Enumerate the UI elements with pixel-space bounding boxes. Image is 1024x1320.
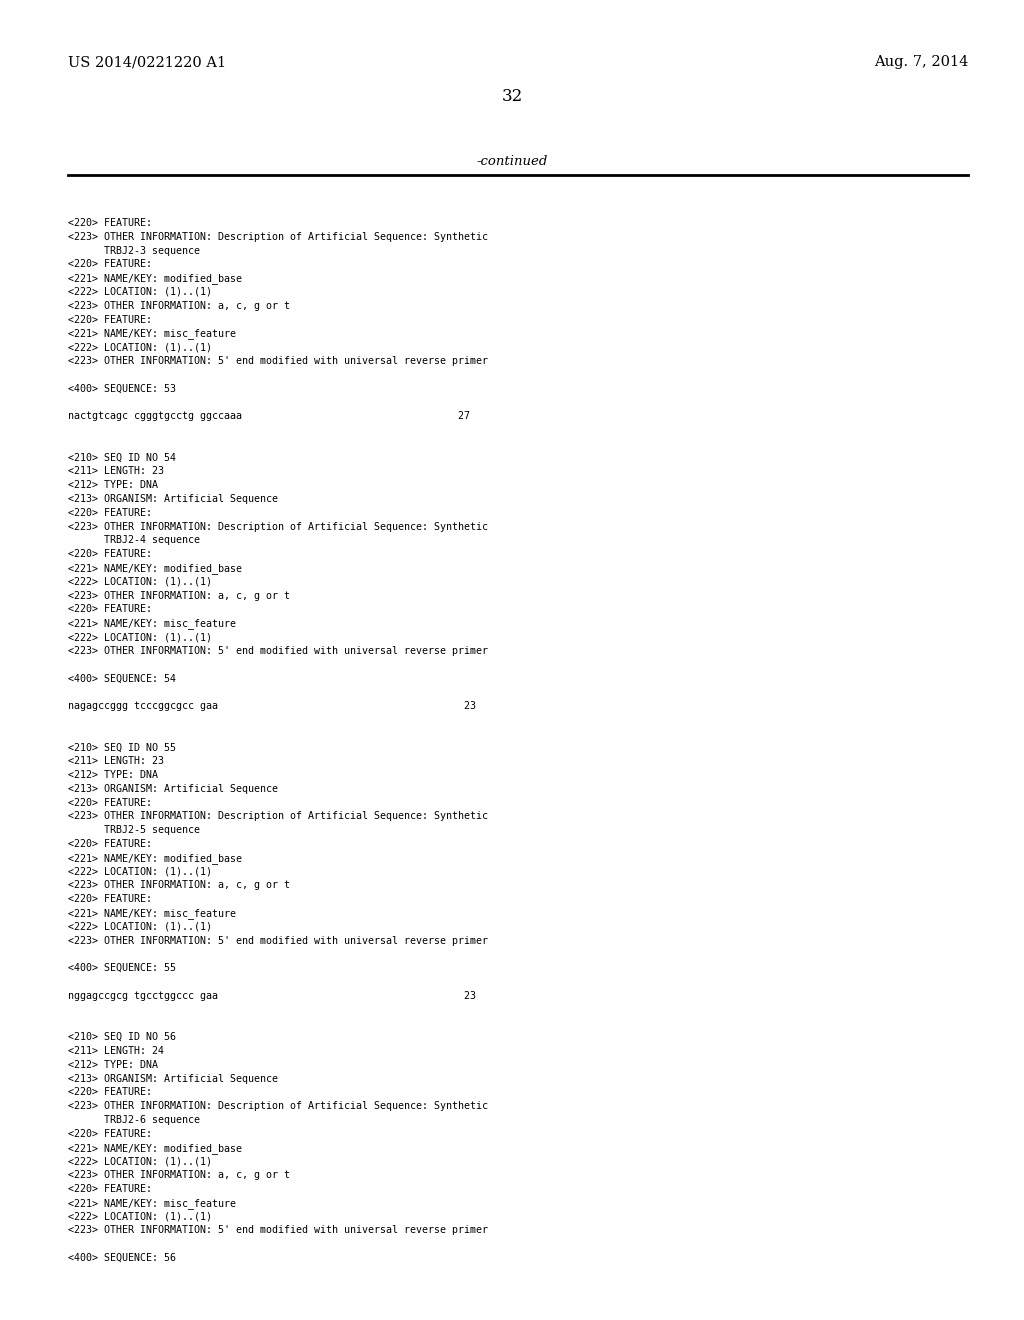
Text: TRBJ2-4 sequence: TRBJ2-4 sequence	[68, 536, 200, 545]
Text: TRBJ2-6 sequence: TRBJ2-6 sequence	[68, 1115, 200, 1125]
Text: 32: 32	[502, 88, 522, 106]
Text: <220> FEATURE:: <220> FEATURE:	[68, 894, 152, 904]
Text: <223> OTHER INFORMATION: 5' end modified with universal reverse primer: <223> OTHER INFORMATION: 5' end modified…	[68, 645, 488, 656]
Text: <222> LOCATION: (1)..(1): <222> LOCATION: (1)..(1)	[68, 286, 212, 297]
Text: <220> FEATURE:: <220> FEATURE:	[68, 508, 152, 517]
Text: <211> LENGTH: 24: <211> LENGTH: 24	[68, 1045, 164, 1056]
Text: -continued: -continued	[476, 154, 548, 168]
Text: <220> FEATURE:: <220> FEATURE:	[68, 218, 152, 228]
Text: <213> ORGANISM: Artificial Sequence: <213> ORGANISM: Artificial Sequence	[68, 1073, 278, 1084]
Text: <220> FEATURE:: <220> FEATURE:	[68, 797, 152, 808]
Text: <221> NAME/KEY: misc_feature: <221> NAME/KEY: misc_feature	[68, 1197, 236, 1209]
Text: <223> OTHER INFORMATION: a, c, g or t: <223> OTHER INFORMATION: a, c, g or t	[68, 880, 290, 891]
Text: <213> ORGANISM: Artificial Sequence: <213> ORGANISM: Artificial Sequence	[68, 494, 278, 504]
Text: <223> OTHER INFORMATION: 5' end modified with universal reverse primer: <223> OTHER INFORMATION: 5' end modified…	[68, 356, 488, 366]
Text: <222> LOCATION: (1)..(1): <222> LOCATION: (1)..(1)	[68, 1212, 212, 1221]
Text: <221> NAME/KEY: modified_base: <221> NAME/KEY: modified_base	[68, 853, 242, 863]
Text: <212> TYPE: DNA: <212> TYPE: DNA	[68, 770, 158, 780]
Text: <221> NAME/KEY: misc_feature: <221> NAME/KEY: misc_feature	[68, 329, 236, 339]
Text: nactgtcagc cgggtgcctg ggccaaa                                    27: nactgtcagc cgggtgcctg ggccaaa 27	[68, 412, 470, 421]
Text: <223> OTHER INFORMATION: a, c, g or t: <223> OTHER INFORMATION: a, c, g or t	[68, 301, 290, 310]
Text: <223> OTHER INFORMATION: Description of Artificial Sequence: Synthetic: <223> OTHER INFORMATION: Description of …	[68, 812, 488, 821]
Text: <221> NAME/KEY: misc_feature: <221> NAME/KEY: misc_feature	[68, 908, 236, 919]
Text: <220> FEATURE:: <220> FEATURE:	[68, 314, 152, 325]
Text: <223> OTHER INFORMATION: Description of Artificial Sequence: Synthetic: <223> OTHER INFORMATION: Description of …	[68, 232, 488, 242]
Text: <220> FEATURE:: <220> FEATURE:	[68, 1129, 152, 1139]
Text: nggagccgcg tgcctggccc gaa                                         23: nggagccgcg tgcctggccc gaa 23	[68, 991, 476, 1001]
Text: <221> NAME/KEY: modified_base: <221> NAME/KEY: modified_base	[68, 273, 242, 284]
Text: <220> FEATURE:: <220> FEATURE:	[68, 605, 152, 614]
Text: <400> SEQUENCE: 55: <400> SEQUENCE: 55	[68, 964, 176, 973]
Text: Aug. 7, 2014: Aug. 7, 2014	[873, 55, 968, 69]
Text: <210> SEQ ID NO 56: <210> SEQ ID NO 56	[68, 1032, 176, 1043]
Text: <220> FEATURE:: <220> FEATURE:	[68, 549, 152, 560]
Text: <212> TYPE: DNA: <212> TYPE: DNA	[68, 1060, 158, 1069]
Text: <223> OTHER INFORMATION: Description of Artificial Sequence: Synthetic: <223> OTHER INFORMATION: Description of …	[68, 521, 488, 532]
Text: <210> SEQ ID NO 54: <210> SEQ ID NO 54	[68, 453, 176, 462]
Text: <211> LENGTH: 23: <211> LENGTH: 23	[68, 756, 164, 766]
Text: <400> SEQUENCE: 54: <400> SEQUENCE: 54	[68, 673, 176, 684]
Text: <223> OTHER INFORMATION: a, c, g or t: <223> OTHER INFORMATION: a, c, g or t	[68, 1171, 290, 1180]
Text: <212> TYPE: DNA: <212> TYPE: DNA	[68, 480, 158, 490]
Text: <222> LOCATION: (1)..(1): <222> LOCATION: (1)..(1)	[68, 921, 212, 932]
Text: <221> NAME/KEY: misc_feature: <221> NAME/KEY: misc_feature	[68, 618, 236, 630]
Text: <220> FEATURE:: <220> FEATURE:	[68, 840, 152, 849]
Text: <221> NAME/KEY: modified_base: <221> NAME/KEY: modified_base	[68, 564, 242, 574]
Text: TRBJ2-3 sequence: TRBJ2-3 sequence	[68, 246, 200, 256]
Text: <222> LOCATION: (1)..(1): <222> LOCATION: (1)..(1)	[68, 1156, 212, 1167]
Text: <213> ORGANISM: Artificial Sequence: <213> ORGANISM: Artificial Sequence	[68, 784, 278, 793]
Text: <220> FEATURE:: <220> FEATURE:	[68, 260, 152, 269]
Text: <221> NAME/KEY: modified_base: <221> NAME/KEY: modified_base	[68, 1143, 242, 1154]
Text: <222> LOCATION: (1)..(1): <222> LOCATION: (1)..(1)	[68, 342, 212, 352]
Text: <400> SEQUENCE: 53: <400> SEQUENCE: 53	[68, 384, 176, 393]
Text: <400> SEQUENCE: 56: <400> SEQUENCE: 56	[68, 1253, 176, 1263]
Text: TRBJ2-5 sequence: TRBJ2-5 sequence	[68, 825, 200, 836]
Text: US 2014/0221220 A1: US 2014/0221220 A1	[68, 55, 226, 69]
Text: <222> LOCATION: (1)..(1): <222> LOCATION: (1)..(1)	[68, 577, 212, 587]
Text: <210> SEQ ID NO 55: <210> SEQ ID NO 55	[68, 742, 176, 752]
Text: <223> OTHER INFORMATION: Description of Artificial Sequence: Synthetic: <223> OTHER INFORMATION: Description of …	[68, 1101, 488, 1111]
Text: <211> LENGTH: 23: <211> LENGTH: 23	[68, 466, 164, 477]
Text: nagagccggg tcccggcgcc gaa                                         23: nagagccggg tcccggcgcc gaa 23	[68, 701, 476, 711]
Text: <222> LOCATION: (1)..(1): <222> LOCATION: (1)..(1)	[68, 632, 212, 642]
Text: <223> OTHER INFORMATION: a, c, g or t: <223> OTHER INFORMATION: a, c, g or t	[68, 590, 290, 601]
Text: <220> FEATURE:: <220> FEATURE:	[68, 1184, 152, 1195]
Text: <223> OTHER INFORMATION: 5' end modified with universal reverse primer: <223> OTHER INFORMATION: 5' end modified…	[68, 1225, 488, 1236]
Text: <223> OTHER INFORMATION: 5' end modified with universal reverse primer: <223> OTHER INFORMATION: 5' end modified…	[68, 936, 488, 945]
Text: <222> LOCATION: (1)..(1): <222> LOCATION: (1)..(1)	[68, 867, 212, 876]
Text: <220> FEATURE:: <220> FEATURE:	[68, 1088, 152, 1097]
